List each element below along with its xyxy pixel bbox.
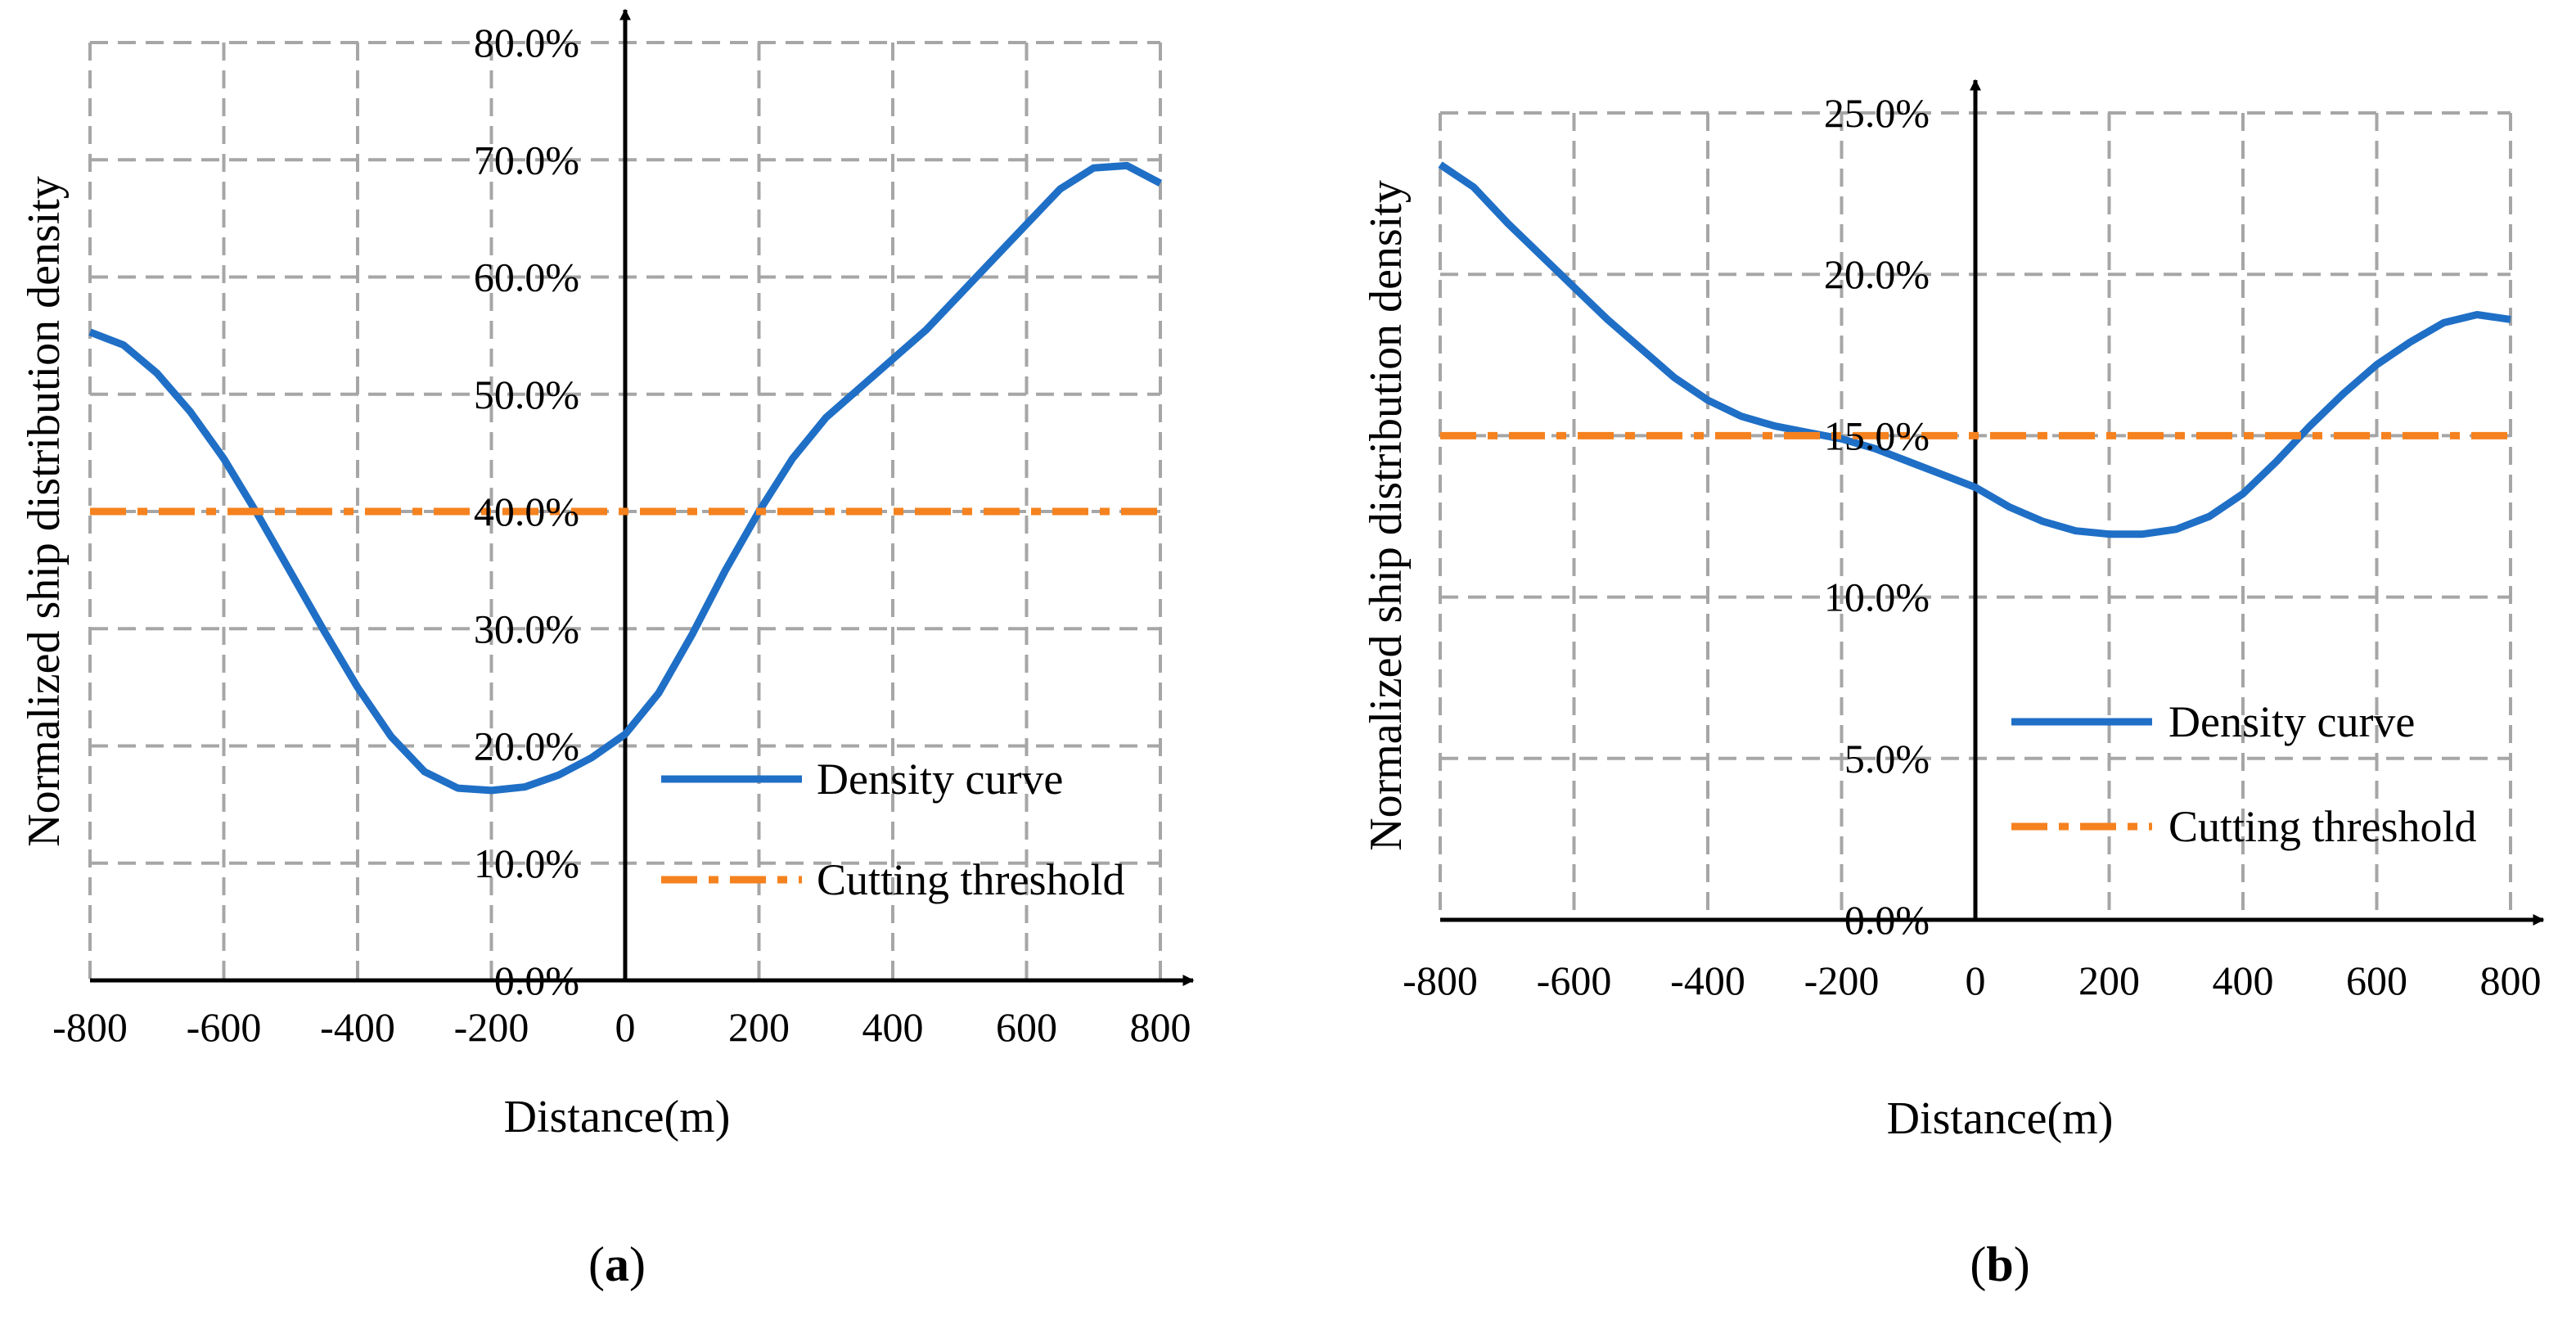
legend-entry-label: Density curve: [817, 755, 1063, 804]
y-tick-label: 10.0%: [474, 840, 579, 886]
x-tick-label: -200: [454, 1004, 529, 1050]
x-tick-label: -200: [1804, 957, 1880, 1003]
x-tick-label: -800: [1403, 957, 1478, 1003]
legend: Density curve Cutting threshold: [661, 755, 1125, 904]
y-tick-label: 15.0%: [1824, 412, 1930, 458]
y-tick-label: 70.0%: [474, 137, 579, 182]
density-curve: [88, 161, 1163, 795]
legend: Density curve Cutting threshold: [2011, 697, 2477, 851]
x-axis-label: Distance(m): [504, 1092, 731, 1142]
x-tick-label: -400: [320, 1004, 395, 1050]
y-tick-label: 20.0%: [1824, 251, 1930, 297]
x-tick-label: -600: [187, 1004, 262, 1050]
panel-label: (b): [1970, 1237, 2029, 1291]
legend-entry-label: Density curve: [2168, 697, 2415, 746]
y-tick-label: 50.0%: [474, 372, 579, 417]
y-tick-label: 30.0%: [474, 606, 579, 651]
x-tick-label: -600: [1537, 957, 1612, 1003]
x-tick-label: -800: [52, 1004, 128, 1050]
panel-label: (a): [588, 1237, 646, 1291]
y-tick-label: 20.0%: [474, 723, 579, 769]
legend-entry-label: Cutting threshold: [2168, 802, 2477, 851]
x-axis-label: Distance(m): [1887, 1093, 2114, 1144]
legend-entry-label: Cutting threshold: [817, 855, 1125, 904]
x-tick-label: 600: [2346, 957, 2407, 1003]
y-axis-label: Normalized ship distribution density: [19, 176, 70, 847]
y-tick-label: 80.0%: [474, 20, 579, 65]
y-tick-label: 40.0%: [474, 489, 579, 534]
x-tick-label: 200: [728, 1004, 790, 1050]
x-tick-label: 800: [1130, 1004, 1191, 1050]
x-tick-label: 200: [2078, 957, 2140, 1003]
chart-a: -800 -600 -400 -200 0 200 400 600 800 0.0% 10.0% 20…: [19, 8, 1195, 1291]
y-axis-label: Normalized ship distribution density: [1361, 180, 1412, 851]
chart-b: -800 -600 -400 -200 0 200 400 600 800 0.0% 5.0% 10.…: [1361, 79, 2545, 1291]
density-curve: [1438, 161, 2511, 538]
y-tick-label: 0.0%: [494, 957, 579, 1003]
x-tick-label: 400: [862, 1004, 924, 1050]
x-tick-label: 0: [615, 1004, 636, 1050]
y-tick-label: 60.0%: [474, 255, 579, 300]
y-tick-label: 5.0%: [1844, 736, 1930, 782]
x-tick-label: 800: [2480, 957, 2542, 1003]
y-tick-label: 10.0%: [1824, 574, 1930, 620]
x-tick-label: -400: [1670, 957, 1745, 1003]
x-tick-label: 0: [1966, 957, 1986, 1003]
y-tick-label: 25.0%: [1824, 90, 1930, 136]
x-tick-label: 400: [2213, 957, 2274, 1003]
x-tick-label: 600: [996, 1004, 1057, 1050]
y-tick-label: 0.0%: [1844, 897, 1930, 943]
